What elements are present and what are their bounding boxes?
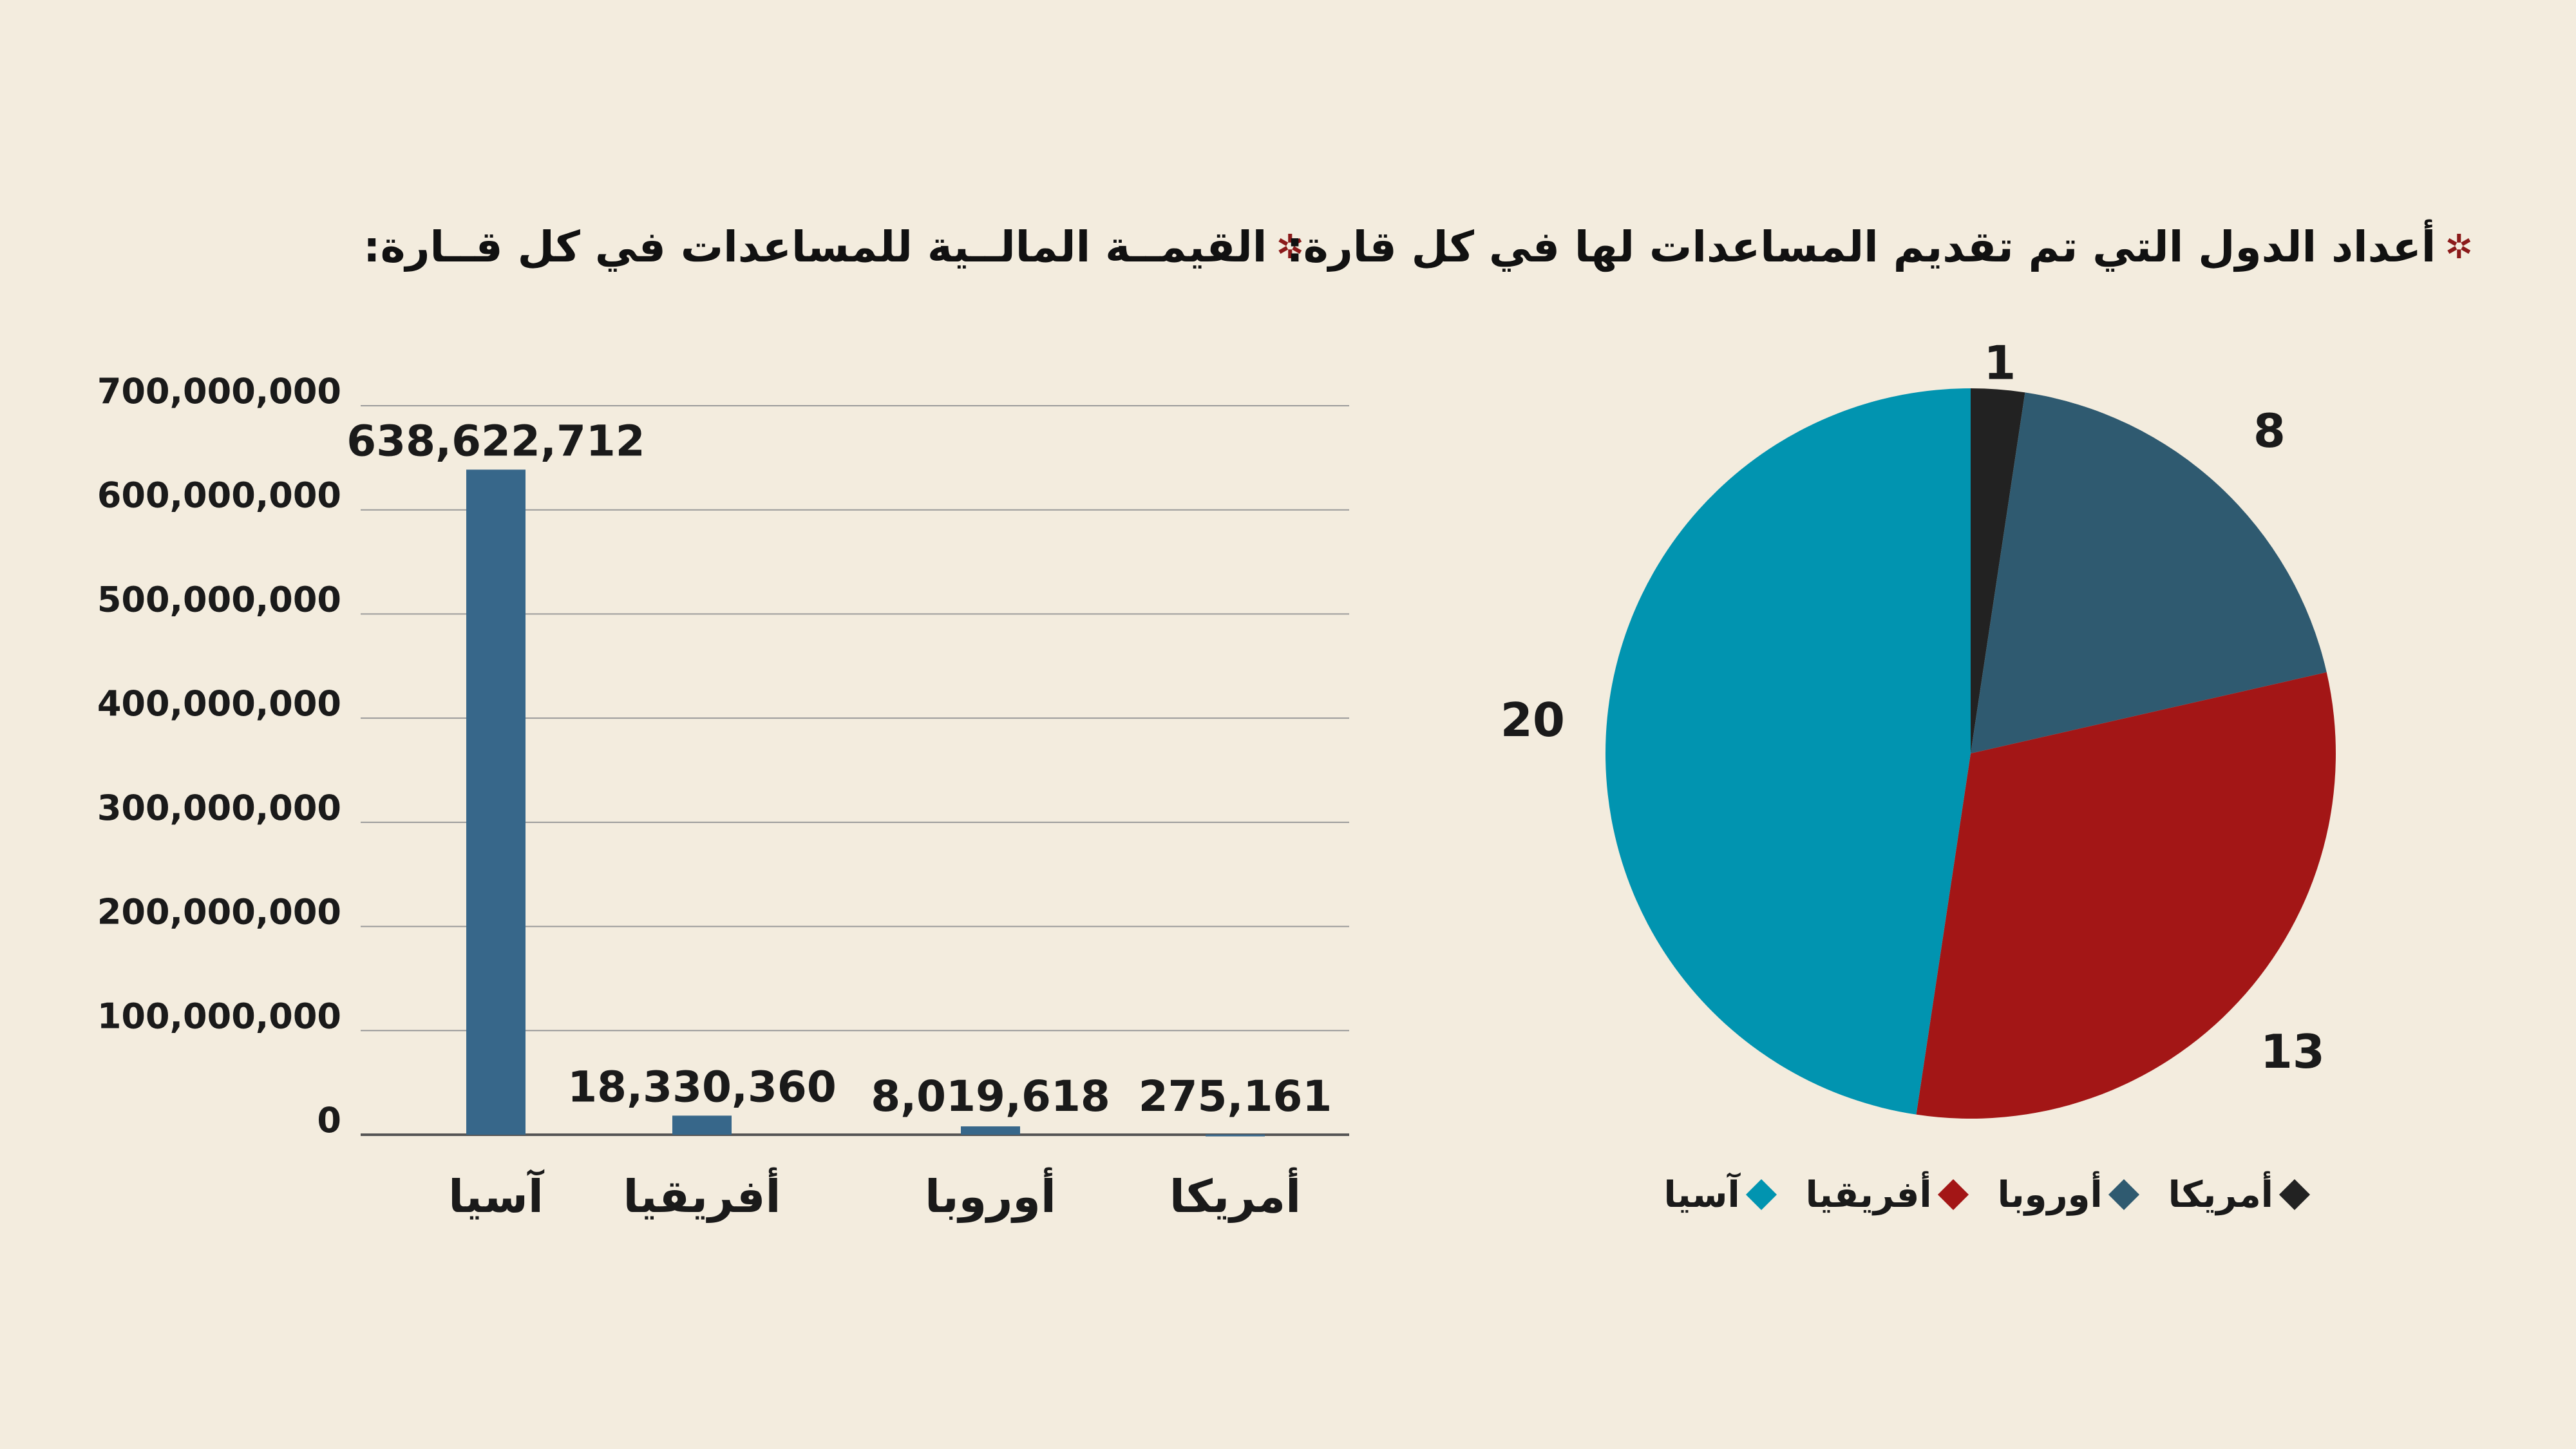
flower-bullet-icon: ✲ [1276, 227, 1304, 267]
bar-chart-title: ✲ القيمــة المالــية للمساعدات في كل قــ… [363, 222, 1304, 272]
diamond-marker-icon [2108, 1179, 2139, 1211]
bar-value-label: 18,330,360 [567, 1062, 837, 1112]
diamond-marker-icon [1745, 1179, 1777, 1211]
x-category-label: آسيا [448, 1169, 545, 1223]
bar-value-label: 8,019,618 [871, 1072, 1110, 1121]
diamond-marker-icon [1937, 1179, 1969, 1211]
pie-slice [1916, 672, 2336, 1119]
y-tick-label: 400,000,000 [97, 683, 341, 724]
y-tick-label: 500,000,000 [97, 579, 341, 620]
y-tick-label: 600,000,000 [97, 475, 341, 516]
bar [1206, 1134, 1265, 1137]
bar-chart: 0 100,000,000 200,000,000 300,000,000 400,00… [97, 371, 1349, 1223]
y-tick-label: 200,000,000 [97, 892, 341, 933]
pie-value-label: 1 [1984, 336, 2016, 390]
pie-chart-title: ✲ أعداد الدول التي تم تقديم المساعدات له… [1286, 222, 2473, 272]
bar [466, 469, 526, 1135]
pie-value-label: 20 [1501, 693, 1565, 747]
legend-label: أفريقيا [1805, 1173, 1932, 1216]
y-tick-label: 100,000,000 [97, 996, 341, 1036]
x-category-label: أمريكا [1170, 1167, 1301, 1223]
bar [961, 1126, 1020, 1135]
pie-chart-title-text: أعداد الدول التي تم تقديم المساعدات لها … [1286, 222, 2436, 272]
pie-value-label: 8 [2253, 404, 2286, 458]
pie-slice [1605, 388, 1971, 1115]
bar-value-label: 275,161 [1139, 1072, 1332, 1121]
diamond-marker-icon [2278, 1179, 2311, 1211]
bar [672, 1115, 732, 1135]
legend-item: أمريكا [2168, 1173, 2311, 1216]
pie-legend: أمريكا أوروبا أفريقيا آسيا [1636, 1166, 2311, 1224]
bar-chart-title-text: القيمــة المالــية للمساعدات في كل قــار… [363, 222, 1267, 272]
x-category-label: أفريقيا [623, 1167, 781, 1223]
y-tick-label: 0 [317, 1100, 341, 1141]
x-category-label: أوروبا [925, 1167, 1056, 1223]
legend-item: أوروبا [1997, 1173, 2139, 1216]
legend-label: أوروبا [1997, 1173, 2103, 1216]
pie-slice [1971, 388, 2025, 753]
legend-label: أمريكا [2168, 1173, 2273, 1216]
y-tick-label: 300,000,000 [97, 788, 341, 828]
y-tick-label: 700,000,000 [97, 371, 341, 412]
pie-value-label: 13 [2260, 1025, 2325, 1079]
legend-item: آسيا [1663, 1173, 1777, 1216]
legend-item: أفريقيا [1805, 1173, 1969, 1216]
pie-slice [1971, 392, 2327, 753]
flower-bullet-icon: ✲ [2445, 227, 2473, 267]
pie-chart: 1 8 13 20 [1501, 336, 2336, 1119]
bar-value-label: 638,622,712 [346, 416, 645, 466]
legend-label: آسيا [1663, 1173, 1740, 1216]
